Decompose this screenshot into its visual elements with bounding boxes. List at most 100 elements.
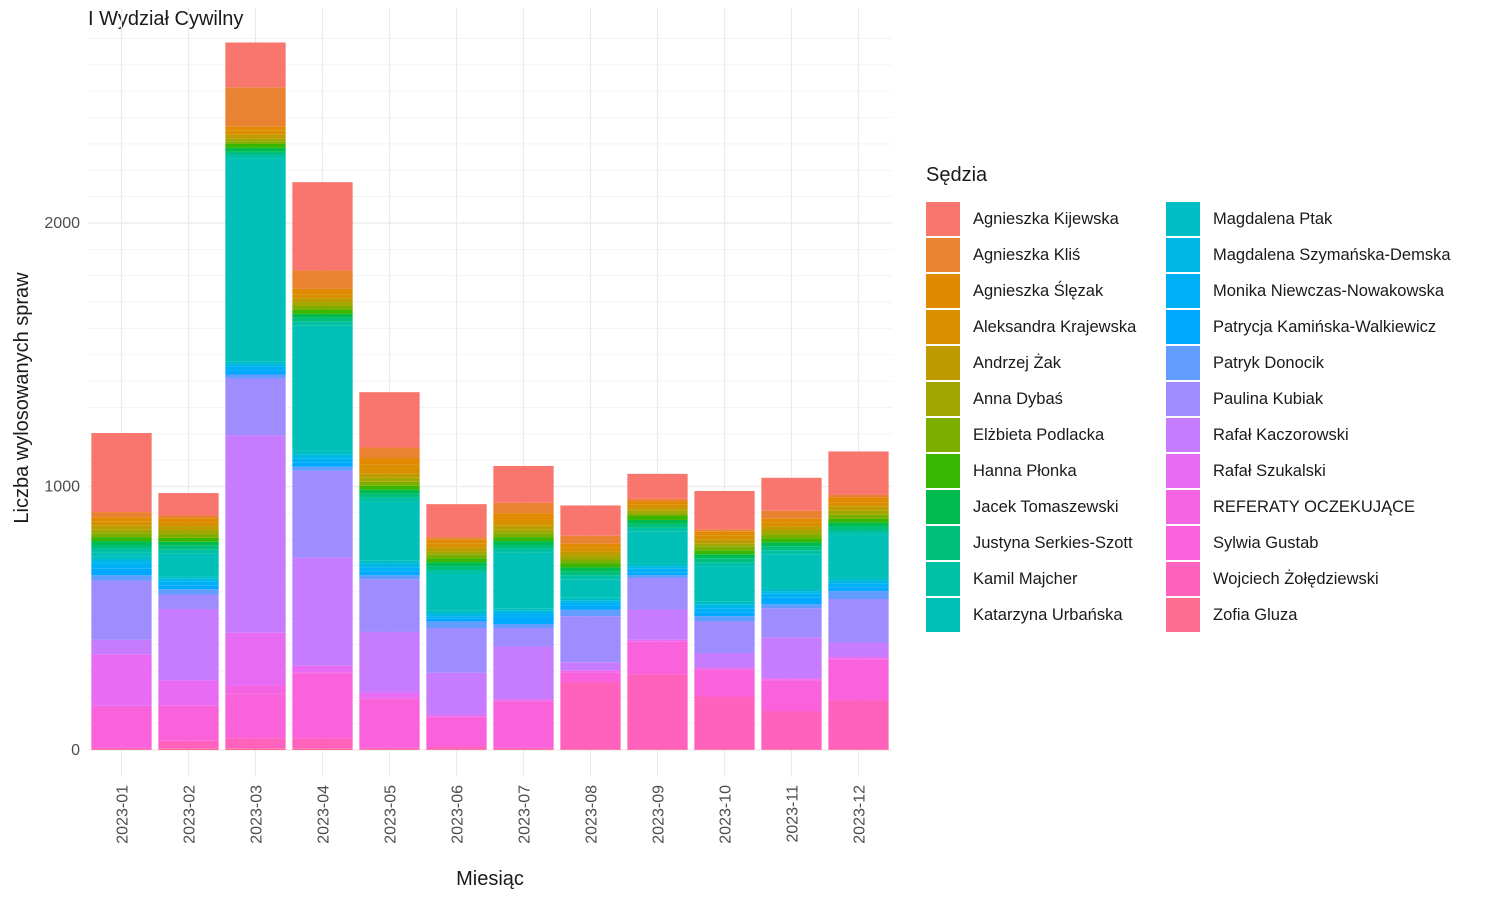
x-tick-label: 2023-09	[651, 785, 668, 844]
bar-segment	[828, 658, 889, 660]
bar-segment	[694, 668, 755, 671]
y-axis-ticks: 0 1000 2000	[44, 215, 80, 759]
bar-segment	[292, 454, 353, 459]
x-tick-label: 2023-04	[316, 785, 333, 844]
bar-segment	[158, 537, 219, 542]
x-tick-label: 2023-05	[383, 785, 400, 844]
bar-segment	[91, 707, 152, 748]
bar-segment	[225, 134, 286, 139]
bar-segment	[761, 518, 822, 523]
bar-segment	[359, 464, 420, 474]
bar-segment	[225, 141, 286, 144]
bar-segment	[225, 361, 286, 364]
bar-segment	[292, 458, 353, 463]
bar-segment	[158, 541, 219, 546]
bar-segment	[225, 126, 286, 131]
bar-segment	[91, 556, 152, 560]
bar-segment	[359, 563, 420, 568]
bar-segment	[426, 716, 487, 718]
legend-label: Hanna Płonka	[973, 461, 1077, 480]
x-tick-label: 2023-06	[450, 785, 467, 844]
bar-segment	[694, 554, 755, 559]
bar-segment	[158, 518, 219, 523]
bar-segment	[493, 525, 554, 530]
bar-segment	[91, 541, 152, 545]
bar-segment	[627, 674, 688, 750]
bar-segment	[359, 473, 420, 478]
legend-key-swatch	[926, 274, 960, 308]
bar-segment	[828, 591, 889, 600]
bar-segment	[828, 502, 889, 507]
bar-segment	[225, 130, 286, 135]
bar-segment	[359, 481, 420, 486]
legend-label: Agnieszka Kliś	[973, 245, 1081, 264]
bar-segment	[91, 563, 152, 569]
bar-segment	[158, 545, 219, 550]
bar-segment	[761, 530, 822, 535]
bar-segment	[91, 548, 152, 553]
bar-segment	[761, 591, 822, 594]
bar-segment	[359, 458, 420, 465]
bar-segment	[694, 667, 755, 669]
bar-segment	[225, 147, 286, 152]
bar-segment	[560, 571, 621, 576]
bar-segment	[426, 547, 487, 552]
y-tick-label: 2000	[44, 215, 80, 232]
legend-label: Zofia Gluza	[1213, 605, 1298, 624]
bar-segment	[627, 501, 688, 505]
bar-segment	[560, 600, 621, 603]
bar-segment	[225, 370, 286, 375]
legend-label: Wojciech Żołędziewski	[1213, 569, 1379, 588]
bar-segment	[627, 527, 688, 532]
legend-item: Magdalena Szymańska-Demska	[1166, 237, 1486, 273]
bar-segment	[225, 378, 286, 436]
bar-segment	[694, 621, 755, 654]
legend-key-swatch	[1166, 346, 1200, 380]
bar-segment	[426, 618, 487, 622]
bar-segment	[91, 705, 152, 708]
bar-segment	[91, 580, 152, 640]
bar-segment	[359, 497, 420, 502]
bar-segment	[158, 609, 219, 681]
bar-segment	[761, 534, 822, 539]
legend-label: Elżbieta Podlacka	[973, 425, 1105, 444]
bar-segment	[493, 537, 554, 542]
y-tick-label: 1000	[44, 479, 80, 496]
bar-segment	[493, 519, 554, 526]
bar-segment	[292, 466, 353, 471]
legend-key-swatch	[926, 562, 960, 596]
bar-segment	[694, 653, 755, 668]
bar-segment	[426, 714, 487, 717]
bar-segment	[627, 642, 688, 675]
bar-segment	[694, 546, 755, 551]
bar-segment	[225, 138, 286, 142]
bar-segment	[560, 682, 621, 750]
bar-segment	[225, 87, 286, 127]
legend-label: Magdalena Ptak	[1213, 209, 1333, 228]
bar-segment	[493, 548, 554, 553]
bar-segment	[225, 363, 286, 367]
bar-segment	[627, 563, 688, 567]
bar-segment	[91, 654, 152, 706]
bar-segment	[560, 602, 621, 606]
bars	[91, 42, 889, 750]
bar-segment	[627, 641, 688, 643]
bar-segment	[292, 673, 353, 739]
bar-segment	[560, 579, 621, 598]
legend-item: Sylwia Gustab	[1166, 525, 1486, 561]
bar-segment	[560, 597, 621, 601]
bar-segment	[426, 613, 487, 617]
bar-segment	[426, 746, 487, 750]
bar-segment	[761, 749, 822, 750]
bar-segment	[493, 701, 554, 748]
legend-key-swatch	[1166, 274, 1200, 308]
bar-segment	[828, 534, 889, 578]
bar-segment	[761, 510, 822, 519]
bar-segment	[292, 313, 353, 318]
bar-segment	[560, 567, 621, 572]
bar-segment	[292, 302, 353, 307]
bar-segment	[158, 589, 219, 595]
bar-segment	[828, 497, 889, 503]
bar-segment	[560, 670, 621, 672]
bar-segment	[828, 577, 889, 581]
